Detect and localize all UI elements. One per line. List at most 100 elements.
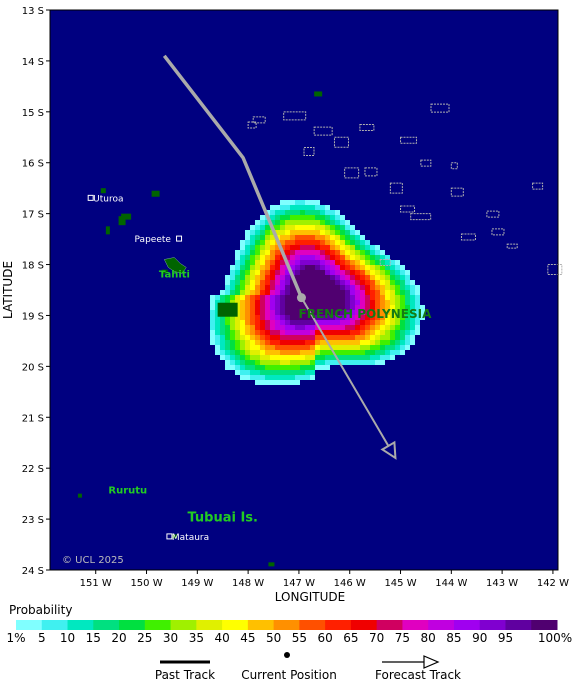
probability-cell [330, 265, 335, 270]
probability-cell [285, 210, 290, 215]
probability-cell [295, 275, 300, 280]
probability-cell [240, 285, 245, 290]
probability-cell [350, 250, 355, 255]
probability-cell [245, 370, 250, 375]
probability-cell [330, 305, 335, 310]
probability-cell [335, 210, 340, 215]
probability-cell [410, 305, 415, 310]
probability-cell [370, 250, 375, 255]
probability-cell [265, 315, 270, 320]
probability-cell [300, 345, 305, 350]
probability-cell [250, 300, 255, 305]
probability-cell [250, 355, 255, 360]
probability-cell [275, 275, 280, 280]
probability-cell [340, 325, 345, 330]
probability-cell [260, 225, 265, 230]
probability-cell [330, 230, 335, 235]
probability-cell [300, 300, 305, 305]
probability-cell [400, 290, 405, 295]
probability-cell [280, 270, 285, 275]
probability-cell [340, 250, 345, 255]
probability-cell [345, 230, 350, 235]
probability-cell [355, 310, 360, 315]
probability-cell [215, 300, 220, 305]
past-track-legend-label: Past Track [155, 668, 215, 682]
probability-cell [325, 255, 330, 260]
probability-cell [305, 280, 310, 285]
probability-cell [280, 205, 285, 210]
probability-cell [380, 265, 385, 270]
probability-cell [320, 355, 325, 360]
probability-cell [315, 335, 320, 340]
probability-cell [240, 355, 245, 360]
atoll-outline [252, 116, 266, 124]
probability-cell [240, 365, 245, 370]
probability-cell [275, 205, 280, 210]
probability-cell [335, 270, 340, 275]
probability-cell [310, 325, 315, 330]
probability-cell [260, 360, 265, 365]
probability-cell [375, 325, 380, 330]
probability-cell [380, 275, 385, 280]
probability-cell [385, 280, 390, 285]
probability-cell [405, 325, 410, 330]
legend-title: Probability [9, 603, 72, 617]
probability-cell [245, 310, 250, 315]
probability-cell [260, 220, 265, 225]
lat-tick-label: 23 S [22, 515, 44, 526]
probability-cell [320, 315, 325, 320]
probability-cell [335, 320, 340, 325]
probability-cell [250, 340, 255, 345]
probability-cell [290, 250, 295, 255]
probability-cell [390, 355, 395, 360]
probability-cell [215, 350, 220, 355]
probability-cell [230, 340, 235, 345]
probability-cell [335, 350, 340, 355]
probability-cell [335, 225, 340, 230]
place-marker [166, 533, 173, 540]
probability-cell [365, 290, 370, 295]
probability-cell [385, 275, 390, 280]
probability-cell [375, 305, 380, 310]
probability-cell [375, 355, 380, 360]
legend-level-label: 30 [163, 631, 178, 645]
probability-cell [250, 325, 255, 330]
probability-cell [235, 280, 240, 285]
probability-cell [405, 270, 410, 275]
probability-cell [360, 260, 365, 265]
probability-cell [335, 335, 340, 340]
probability-cell [240, 335, 245, 340]
probability-cell [275, 365, 280, 370]
probability-cell [305, 350, 310, 355]
probability-cell [300, 355, 305, 360]
probability-cell [265, 220, 270, 225]
legend-level-label: 25 [137, 631, 152, 645]
probability-cell [345, 355, 350, 360]
probability-cell [375, 265, 380, 270]
lat-tick-label: 19 S [22, 311, 44, 322]
probability-cell [365, 280, 370, 285]
legend-level-label: 55 [292, 631, 307, 645]
probability-cell [355, 275, 360, 280]
probability-cell [365, 320, 370, 325]
probability-cell [310, 200, 315, 205]
probability-cell [230, 365, 235, 370]
probability-cell [375, 245, 380, 250]
probability-cell [330, 235, 335, 240]
probability-cell [250, 270, 255, 275]
probability-cell [255, 295, 260, 300]
probability-cell [350, 325, 355, 330]
probability-cell [285, 315, 290, 320]
probability-cell [330, 210, 335, 215]
probability-cell [310, 320, 315, 325]
probability-cell [215, 320, 220, 325]
probability-cell [350, 235, 355, 240]
probability-cell [365, 335, 370, 340]
probability-cell [325, 275, 330, 280]
probability-cell [265, 360, 270, 365]
probability-cell [345, 250, 350, 255]
probability-cell [245, 290, 250, 295]
probability-cell [230, 285, 235, 290]
legend-color-swatch [273, 620, 300, 630]
probability-cell [255, 320, 260, 325]
